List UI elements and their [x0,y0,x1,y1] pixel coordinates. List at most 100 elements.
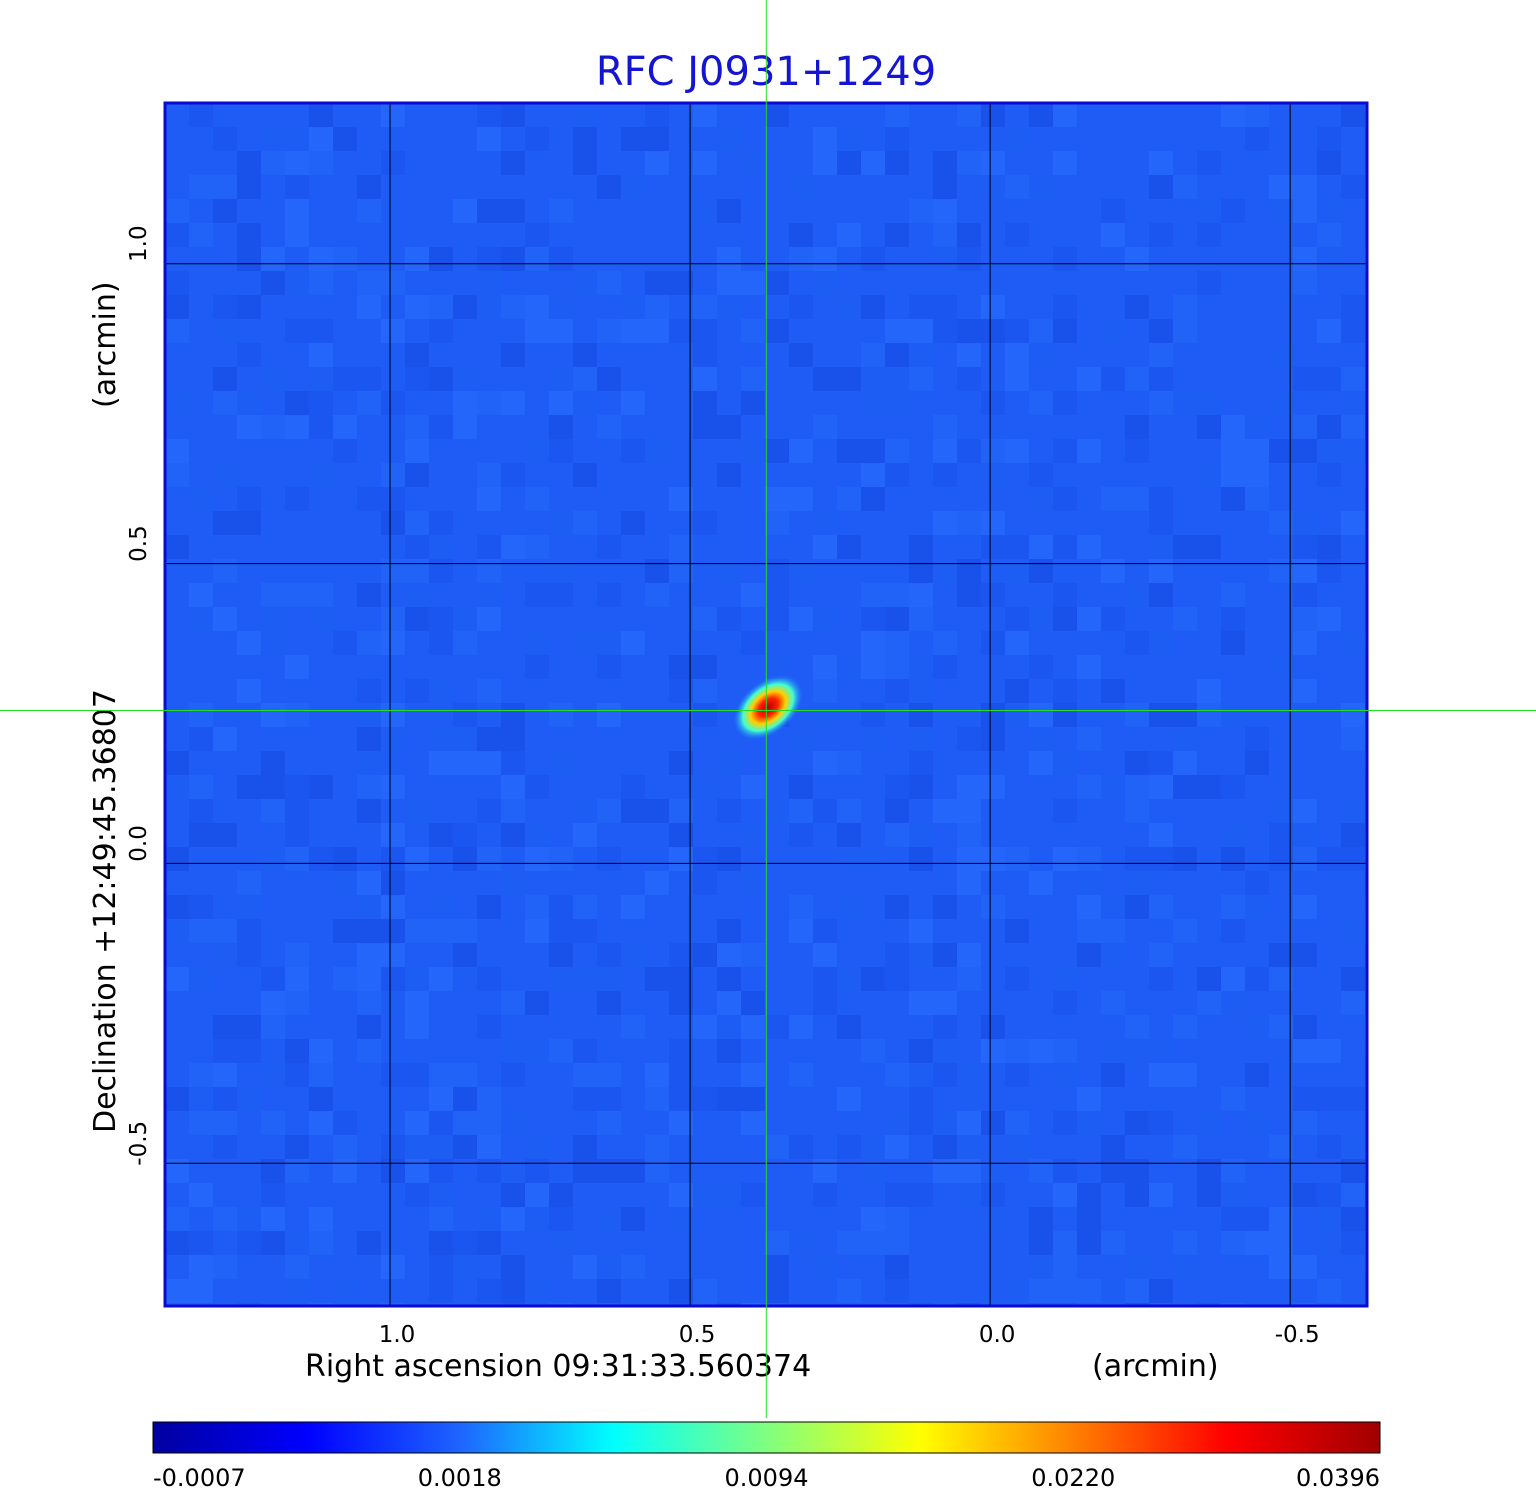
noise-cell [1005,1135,1029,1159]
noise-cell [1149,847,1173,871]
noise-cell [1149,1063,1173,1087]
noise-cell [213,607,237,631]
noise-cell [357,367,381,391]
noise-cell [165,775,189,799]
noise-cell [957,1087,981,1111]
noise-cell [933,991,957,1015]
noise-cell [525,991,549,1015]
noise-cell [669,751,693,775]
noise-cell [1221,847,1245,871]
noise-cell [1317,199,1341,223]
noise-cell [717,967,741,991]
noise-cell [381,967,405,991]
noise-cell [1245,895,1269,919]
noise-cell [957,799,981,823]
noise-cell [357,703,381,727]
noise-cell [1005,1111,1029,1135]
noise-cell [501,703,525,727]
noise-cell [525,1279,549,1303]
noise-cell [1293,607,1317,631]
noise-cell [933,1159,957,1183]
noise-cell [1293,847,1317,871]
noise-cell [1005,679,1029,703]
noise-cell [1173,703,1197,727]
noise-cell [213,559,237,583]
noise-cell [261,751,285,775]
noise-cell [1269,1207,1293,1231]
noise-cell [357,871,381,895]
noise-cell [573,127,597,151]
noise-cell [1149,967,1173,991]
noise-cell [621,439,645,463]
noise-cell [981,319,1005,343]
noise-cell [1149,511,1173,535]
noise-cell [741,1111,765,1135]
noise-cell [1221,775,1245,799]
noise-cell [213,1255,237,1279]
noise-cell [1149,583,1173,607]
noise-cell [1293,199,1317,223]
noise-cell [909,583,933,607]
noise-cell [597,703,621,727]
noise-cell [1101,487,1125,511]
noise-cell [573,511,597,535]
noise-cell [1053,1255,1077,1279]
noise-cell [549,295,573,319]
noise-cell [693,1015,717,1039]
noise-cell [1221,199,1245,223]
noise-cell [909,679,933,703]
noise-cell [285,583,309,607]
noise-cell [1005,1039,1029,1063]
noise-cell [477,1159,501,1183]
noise-cell [813,415,837,439]
noise-cell [645,871,669,895]
noise-cell [381,1159,405,1183]
noise-cell [1317,607,1341,631]
noise-cell [549,1207,573,1231]
noise-cell [213,463,237,487]
noise-cell [1317,1231,1341,1255]
noise-cell [861,1159,885,1183]
noise-cell [1341,1207,1365,1231]
noise-cell [405,799,429,823]
noise-cell [981,463,1005,487]
noise-cell [1101,1231,1125,1255]
noise-cell [261,271,285,295]
noise-cell [429,751,453,775]
noise-cell [765,271,789,295]
noise-cell [429,1111,453,1135]
noise-cell [957,1063,981,1087]
noise-cell [1053,1111,1077,1135]
noise-cell [309,1111,333,1135]
noise-cell [645,1159,669,1183]
noise-cell [1341,799,1365,823]
noise-cell [573,895,597,919]
noise-cell [885,823,909,847]
noise-cell [861,583,885,607]
y-axis-unit: (arcmin) [88,281,123,408]
noise-cell [741,871,765,895]
noise-cell [261,583,285,607]
noise-cell [1101,895,1125,919]
noise-cell [477,1111,501,1135]
noise-cell [1173,919,1197,943]
noise-cell [933,895,957,919]
noise-cell [933,463,957,487]
noise-cell [669,1207,693,1231]
noise-cell [837,535,861,559]
noise-cell [573,823,597,847]
noise-cell [909,751,933,775]
noise-cell [837,1015,861,1039]
noise-cell [261,1183,285,1207]
noise-cell [1149,1183,1173,1207]
noise-cell [237,343,261,367]
noise-cell [1149,1111,1173,1135]
noise-cell [189,1183,213,1207]
noise-cell [1101,559,1125,583]
noise-cell [981,1207,1005,1231]
noise-cell [237,1087,261,1111]
noise-cell [813,751,837,775]
noise-cell [525,583,549,607]
noise-cell [453,1063,477,1087]
noise-cell [933,511,957,535]
